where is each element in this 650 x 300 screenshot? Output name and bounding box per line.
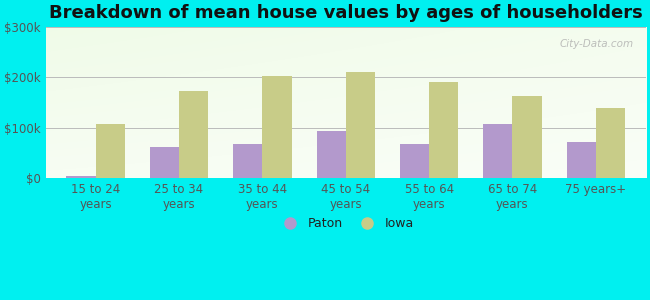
Bar [317,131,346,178]
Legend: Paton, Iowa: Paton, Iowa [272,212,419,236]
Bar [179,91,208,178]
Bar [96,124,125,178]
Bar [66,176,96,178]
Bar [150,147,179,178]
Bar [346,72,375,178]
Bar [263,76,292,178]
Bar [233,144,263,178]
Text: City-Data.com: City-Data.com [560,39,634,49]
Bar [429,82,458,178]
Title: Breakdown of mean house values by ages of householders: Breakdown of mean house values by ages o… [49,4,643,22]
Bar [596,108,625,178]
Bar [400,144,429,178]
Bar [484,124,512,178]
Bar [512,96,541,178]
Bar [567,142,596,178]
